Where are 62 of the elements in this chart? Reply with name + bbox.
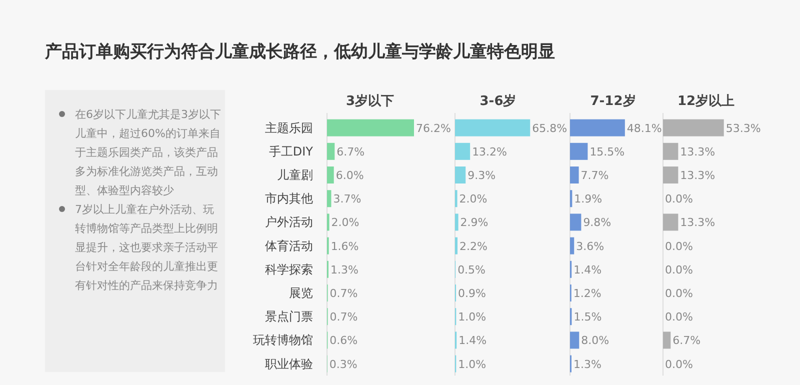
data-label: 8.0%	[581, 334, 610, 348]
y-tick-label: 主题乐园	[265, 120, 313, 135]
data-label: 65.8%	[532, 122, 568, 135]
data-label: 2.2%	[460, 240, 488, 253]
y-tick-label: 户外活动	[265, 215, 313, 230]
data-label: 0.0%	[665, 287, 693, 300]
data-label: 6.7%	[336, 145, 365, 158]
data-label: 2.0%	[459, 192, 488, 206]
data-label: 9.8%	[583, 216, 612, 230]
data-label: 0.0%	[665, 192, 693, 206]
data-label: 13.2%	[472, 145, 508, 158]
data-label: 0.7%	[330, 287, 358, 300]
y-tick-label: 手工DIY	[268, 144, 314, 158]
data-label: 7.7%	[580, 169, 609, 182]
data-label: 1.2%	[573, 287, 602, 300]
data-label: 76.2%	[416, 122, 451, 135]
data-label: 3.6%	[576, 240, 604, 253]
data-label: 1.3%	[330, 263, 358, 276]
data-label: 0.5%	[458, 263, 486, 276]
data-label: 0.3%	[329, 358, 358, 371]
data-label: 0.7%	[330, 310, 358, 324]
data-label: 6.0%	[336, 169, 364, 182]
chart-title: 7-12岁	[590, 94, 636, 109]
data-label: 0.0%	[665, 263, 693, 276]
data-label: 6.7%	[672, 334, 701, 348]
data-label: 0.6%	[330, 334, 358, 348]
data-label: 2.0%	[331, 216, 360, 230]
text: 在6岁以下儿童尤其是3岁以下儿童中，超过60%的订单来自于主题乐园类产品，该类产品多为标准化游览类产品，互动型、体验型内容较少	[75, 108, 221, 197]
data-label: 1.4%	[574, 263, 602, 276]
chart-title: 3岁以下	[346, 94, 394, 109]
data-label: 0.0%	[665, 310, 693, 324]
data-label: 53.3%	[726, 122, 761, 135]
chart-title: 3-6岁	[480, 94, 516, 109]
data-label: 3.7%	[333, 192, 362, 206]
data-label: 0.9%	[458, 287, 486, 300]
data-label: 1.0%	[458, 358, 486, 371]
data-label: 48.1%	[626, 122, 662, 135]
y-tick-label: 儿童剧	[277, 168, 313, 182]
y-tick-label: 展览	[289, 286, 313, 300]
data-label: 1.9%	[574, 192, 602, 206]
data-label: 1.6%	[330, 240, 359, 253]
data-label: 1.5%	[574, 310, 602, 324]
text: 7岁以上儿童在户外活动、玩转博物馆等产品类型上比例明显提升，这也要求亲子活动平台针对全年龄段的儿童推出更有针对性的产品来保持竞争力	[75, 203, 218, 292]
y-tick-label: 职业体验	[265, 356, 313, 371]
data-label: 0.0%	[665, 358, 693, 371]
data-label: 13.3%	[680, 169, 716, 182]
data-label: 13.3%	[680, 145, 716, 158]
data-label: 15.5%	[590, 145, 625, 158]
data-label: 1.3%	[573, 358, 602, 371]
y-tick-label: 科学探索	[265, 262, 313, 276]
data-label: 1.0%	[458, 310, 486, 324]
y-tick-label: 玩转博物馆	[253, 333, 313, 348]
text: 产品订单购买行为符合儿童成长路径，低幼儿童与学龄儿童特色明显	[44, 42, 555, 62]
chart-title: 12岁以上	[677, 94, 735, 109]
data-label: 13.3%	[680, 216, 716, 230]
data-label: 9.3%	[468, 169, 496, 182]
data-label: 2.9%	[460, 216, 488, 230]
y-tick-label: 景点门票	[265, 310, 313, 324]
y-tick-label: 体育活动	[265, 238, 313, 253]
data-label: 1.4%	[458, 334, 487, 348]
data-label: 0.0%	[665, 240, 693, 253]
y-tick-label: 市内其他	[265, 192, 313, 206]
